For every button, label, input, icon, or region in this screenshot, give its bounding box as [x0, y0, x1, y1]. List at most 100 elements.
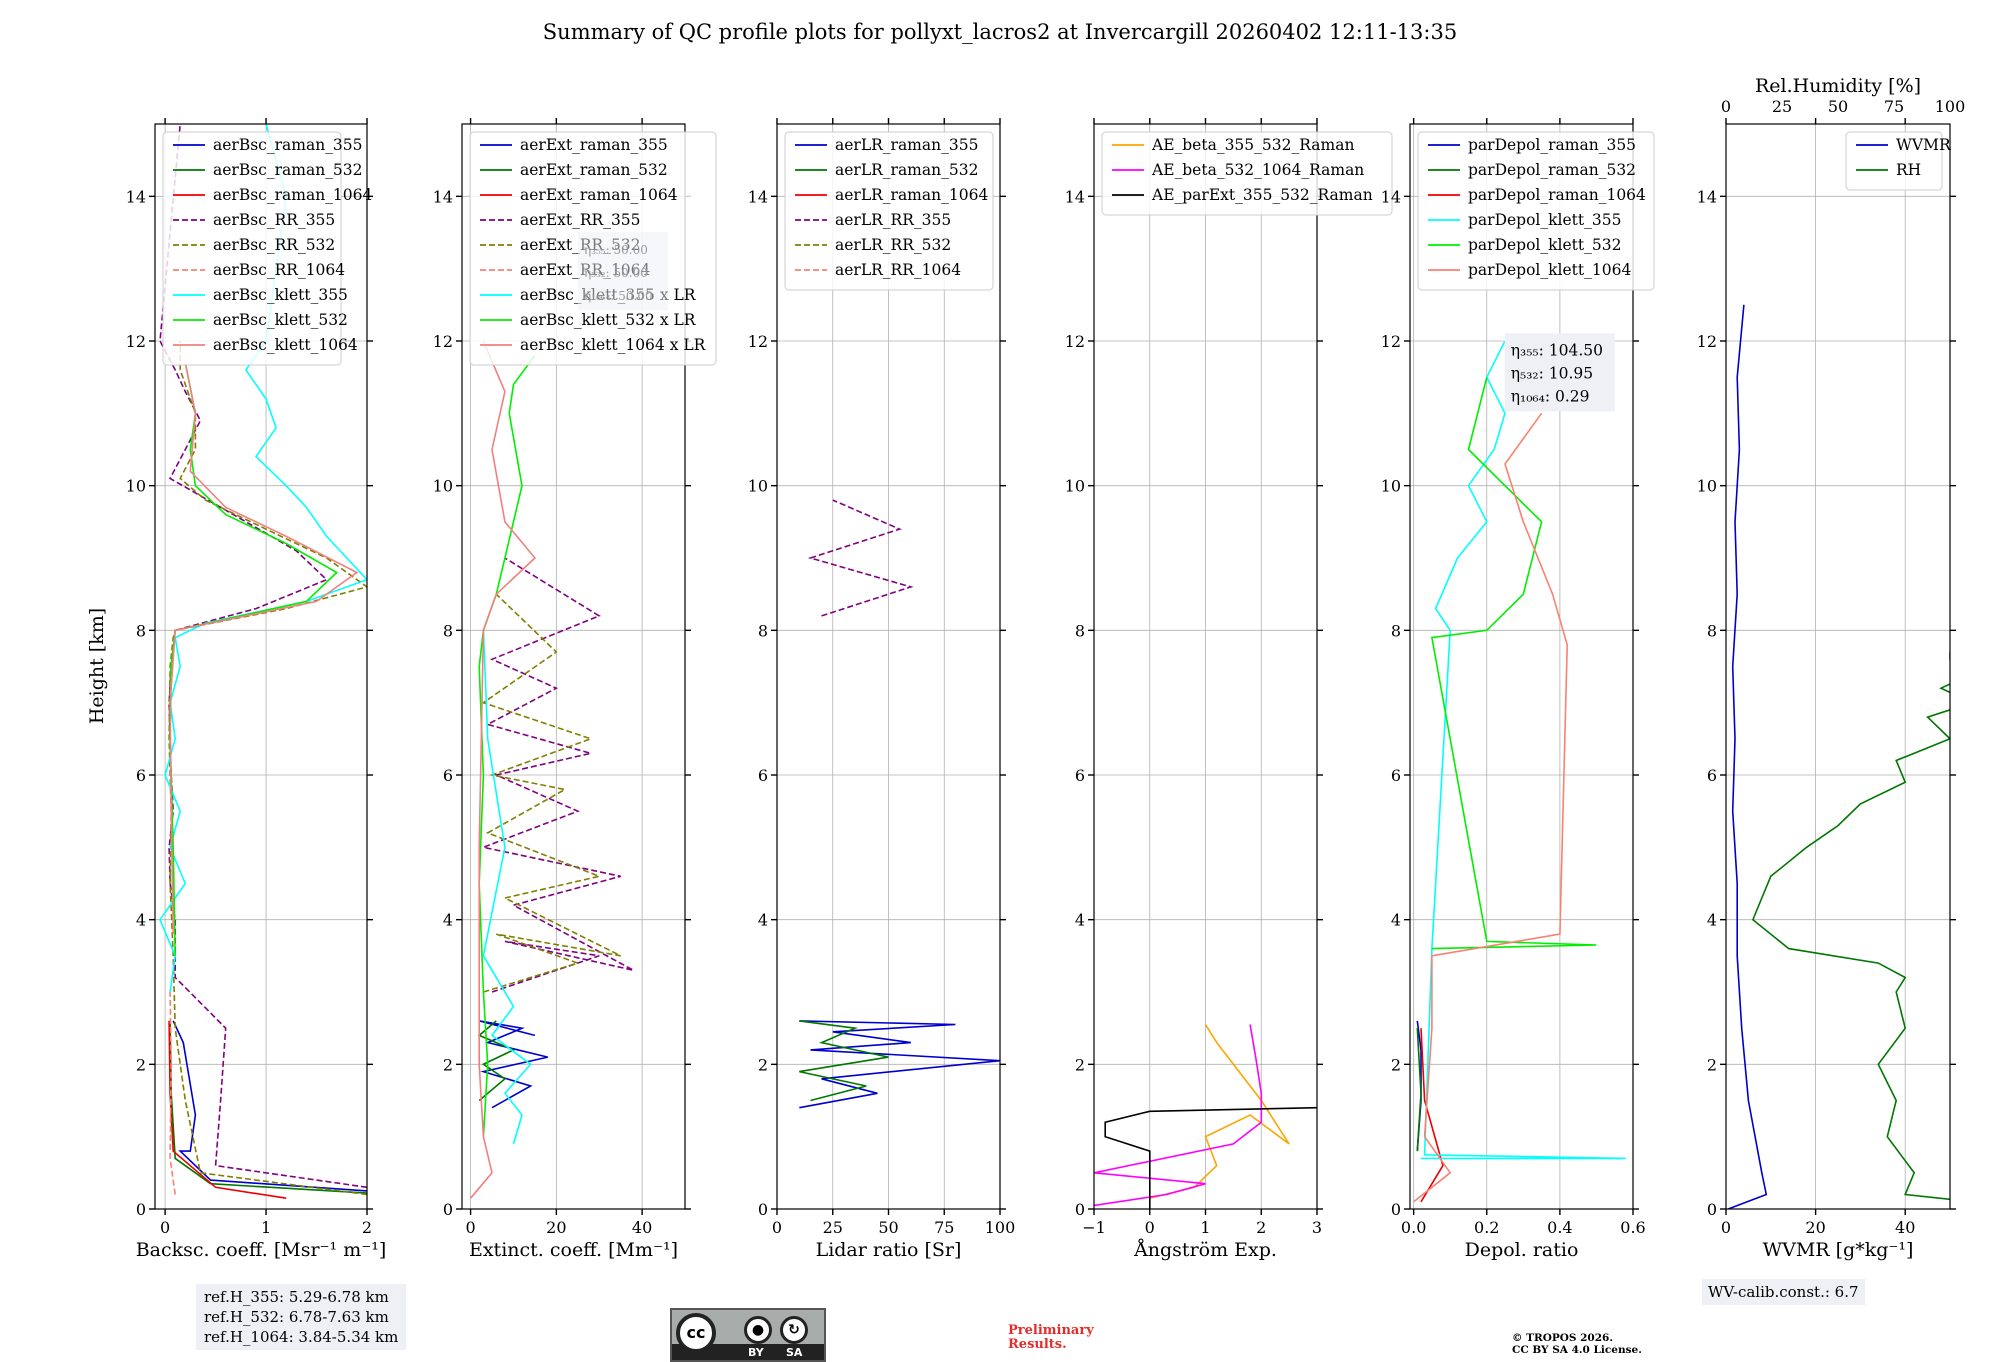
legend-label: aerBsc_raman_355 — [213, 136, 363, 154]
y-tick-label: 10 — [1381, 477, 1401, 496]
x-axis-label: Backsc. coeff. [Msr⁻¹ m⁻¹] — [136, 1239, 387, 1261]
legend-label: aerBsc_klett_1064 x LR — [520, 336, 707, 354]
legend-bsc: aerBsc_raman_355 aerBsc_raman_532 aerBsc_r… — [162, 131, 373, 366]
annotation-line: η₅₃₂: 50.00 — [584, 266, 648, 280]
y-tick-label: 4 — [758, 911, 768, 930]
series-aerBsc_raman_532 — [169, 1020, 367, 1194]
legend-box — [1845, 131, 1943, 191]
y-tick-label: 6 — [1391, 766, 1401, 785]
y-tick-label: 4 — [1391, 911, 1401, 930]
copyright-line-2: CC BY SA 4.0 License. — [1512, 1344, 1642, 1356]
ref-h-355: ref.H_355: 5.29-6.78 km — [204, 1288, 389, 1306]
y-tick-label: 8 — [136, 621, 146, 640]
y-tick-label: 12 — [748, 332, 768, 351]
x2-tick-label: 75 — [1884, 97, 1904, 116]
annotation-line: η₁₀₆₄: 50.00 — [584, 289, 653, 303]
y-tick-label: 14 — [433, 187, 453, 206]
annotation-line: η₃₅₅: 50.00 — [584, 243, 648, 257]
y-tick-label: 6 — [443, 766, 453, 785]
y-tick-label: 0 — [1075, 1200, 1085, 1219]
legend-label: AE_beta_532_1064_Raman — [1151, 161, 1364, 179]
series-parDepol_klett_532 — [1430, 377, 1597, 950]
y-tick-label: 4 — [136, 911, 146, 930]
x2-tick-label: 25 — [1772, 97, 1792, 116]
series-AE_beta_355_532_Raman — [1149, 1024, 1290, 1199]
x-tick-label: 0.0 — [1401, 1218, 1426, 1237]
cc-license-badge: cc ● ↻ BY SA — [670, 1308, 826, 1362]
series-RH — [1751, 652, 1950, 1201]
x-tick-label: 2 — [362, 1218, 372, 1237]
legend-label: aerBsc_klett_1064 — [213, 336, 358, 354]
legend-label: WVMR — [1896, 136, 1952, 154]
y-tick-label: 8 — [1075, 621, 1085, 640]
panel-depol: 0 2 4 6 8 10 12 14 0.0 0.2 0.4 0.6 Depol. ratio parDe… — [1381, 118, 1655, 1261]
x-axis-label: Ångström Exp. — [1133, 1239, 1277, 1261]
y-tick-label: 14 — [748, 187, 768, 206]
annotation-line: η₅₃₂: 10.95 — [1511, 364, 1593, 382]
y-tick-label: 4 — [443, 911, 453, 930]
figure-title: Summary of QC profile plots for pollyxt_… — [542, 20, 1458, 44]
y-tick-label: 4 — [1075, 911, 1085, 930]
y-tick-label: 0 — [1391, 1200, 1401, 1219]
y-tick-label: 8 — [1707, 621, 1717, 640]
x-tick-label: 40 — [1895, 1218, 1915, 1237]
y-tick-label: 6 — [1707, 766, 1717, 785]
legend-label: aerBsc_RR_355 — [213, 211, 335, 229]
y-tick-label: 10 — [1697, 477, 1717, 496]
legend-label: parDepol_raman_532 — [1468, 161, 1636, 179]
series-AE_parExt_355_532_Raman — [1104, 1106, 1317, 1209]
annotation-line: η₁₀₆₄: 0.29 — [1511, 387, 1590, 405]
legend-box — [162, 131, 342, 366]
legend-wv: WVMR RH — [1845, 131, 1952, 191]
cc-logo-icon: cc — [676, 1313, 716, 1353]
y-tick-label: 10 — [433, 477, 453, 496]
y-tick-label: 6 — [1075, 766, 1085, 785]
copyright-line-1: © TROPOS 2026. — [1512, 1332, 1614, 1344]
axes-frame — [1725, 123, 1951, 1210]
x-axis-label: Extinct. coeff. [Mm⁻¹] — [469, 1239, 678, 1261]
x-axis-label: WVMR [g*kg⁻¹] — [1763, 1239, 1914, 1261]
x-tick-label: 0 — [160, 1218, 170, 1237]
y-tick-label: 8 — [758, 621, 768, 640]
series-aerBsc_klett_355 x LR — [482, 630, 532, 1145]
series-aerExt_raman_355 — [478, 1020, 548, 1109]
x-tick-label: 40 — [632, 1218, 652, 1237]
x-tick-label: 20 — [546, 1218, 566, 1237]
legend-label: aerLR_RR_532 — [835, 236, 951, 254]
x-tick-label: 0.2 — [1474, 1218, 1499, 1237]
y-tick-label: 12 — [1381, 332, 1401, 351]
legend-label: aerExt_raman_532 — [520, 161, 668, 179]
share-alike-icon: ↻ — [780, 1316, 808, 1344]
series-aerBsc_RR_1064 — [169, 991, 176, 1195]
panel-ext: 0 2 4 6 8 10 12 14 0 20 40 Extinct. coeff. [Mm⁻¹] ae… — [433, 118, 717, 1261]
y-tick-label: 12 — [433, 332, 453, 351]
preliminary-line-2: Results. — [1008, 1337, 1067, 1352]
series-parDepol_raman_1064 — [1420, 1028, 1444, 1203]
series-aerBsc_klett_1064 x LR — [469, 340, 536, 1199]
annotation-box — [1504, 333, 1615, 412]
y-tick-label: 12 — [126, 332, 146, 351]
x-axis-label: Depol. ratio — [1465, 1239, 1579, 1261]
legend-label: AE_beta_355_532_Raman — [1151, 136, 1354, 154]
y-tick-label: 2 — [1707, 1055, 1717, 1074]
y-tick-label: 2 — [1075, 1055, 1085, 1074]
y-tick-label: 0 — [758, 1200, 768, 1219]
legend-label: aerBsc_klett_355 — [213, 286, 348, 304]
legend-label: aerBsc_raman_532 — [213, 161, 363, 179]
x-tick-label: 2 — [1256, 1218, 1266, 1237]
series-aerBsc_raman_1064 — [168, 1020, 287, 1199]
y-tick-label: 14 — [126, 187, 146, 206]
x-tick-label: −1 — [1082, 1218, 1106, 1237]
wv-calib-box: WV-calib.const.: 6.7 — [1702, 1279, 1865, 1305]
legend-label: aerBsc_klett_532 — [213, 311, 348, 329]
legend-label: parDepol_klett_355 — [1468, 211, 1621, 229]
legend-label: aerLR_raman_1064 — [835, 186, 988, 204]
attribution-person-icon: ● — [744, 1316, 772, 1344]
legend-label: RH — [1896, 161, 1921, 179]
legend-label: AE_parExt_355_532_Raman — [1151, 186, 1373, 204]
cc-sa-label: SA — [786, 1346, 803, 1359]
reference-height-box: ref.H_355: 5.29-6.78 km ref.H_532: 6.78-… — [196, 1284, 407, 1350]
legend-label: aerBsc_klett_532 x LR — [520, 311, 697, 329]
x-tick-label: 20 — [1805, 1218, 1825, 1237]
